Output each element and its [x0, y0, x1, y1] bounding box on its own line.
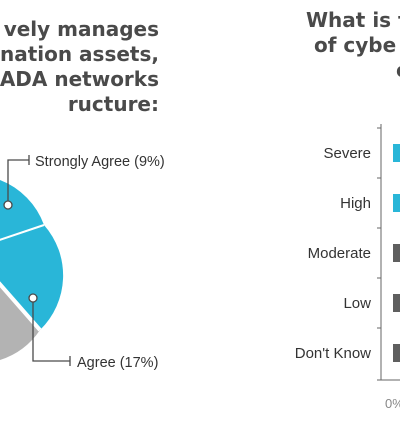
pie-chart-title: vely manages nation assets, ADA networks… [0, 17, 159, 117]
strongly-agree-label: Strongly Agree (9%) [35, 154, 165, 170]
category-label: Low [343, 295, 371, 312]
category-label: Moderate [308, 245, 371, 262]
category-label: High [340, 195, 371, 212]
pie-slice-divider [0, 281, 42, 332]
agree-label: Agree (17%) [77, 355, 158, 371]
category-label: Severe [323, 145, 371, 162]
bar [393, 294, 400, 312]
bar [393, 344, 400, 362]
pie-title-line-2: nation assets, [0, 42, 159, 66]
bar-title-line-1: What is t [306, 8, 400, 32]
bar [393, 244, 400, 262]
pie-slice-agree [0, 225, 64, 330]
bar [393, 144, 400, 162]
category-label: Don't Know [295, 345, 371, 362]
pie-title-line-1: vely manages [3, 17, 159, 41]
pie-slice-other [0, 284, 40, 360]
pie-slice-strongly-agree [0, 180, 44, 240]
bar-chart-title: What is t of cybe c [306, 8, 400, 83]
pie-title-line-3: ADA networks [0, 67, 159, 91]
strongly-agree-marker [3, 200, 13, 210]
strongly-agree-leader-line [7, 159, 29, 205]
bar-title-line-2: of cybe [314, 33, 397, 57]
agree-leader-line [32, 298, 70, 362]
bar-title-line-3: c [306, 58, 400, 83]
bar-chart: 0% Severe High Moderate Low Don't Know [295, 124, 400, 411]
bar [393, 194, 400, 212]
pie-slice-divider [0, 224, 45, 241]
pie-chart: Strongly Agree (9%) Agree (17%) [0, 154, 165, 371]
pie-title-line-4: ructure: [67, 92, 159, 116]
agree-marker [28, 293, 38, 303]
x-tick-label: 0% [385, 396, 400, 411]
